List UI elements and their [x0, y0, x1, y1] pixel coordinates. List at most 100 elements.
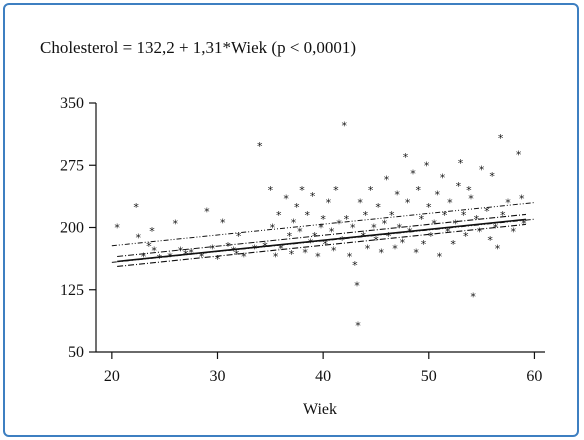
data-point: *: [368, 184, 374, 197]
data-point: *: [365, 242, 371, 255]
data-point: *: [511, 226, 517, 239]
y-tick-label: 350: [60, 95, 84, 112]
data-point: *: [450, 238, 456, 251]
data-point: *: [283, 192, 289, 205]
data-point: *: [270, 222, 276, 235]
chart-title: Cholesterol = 132,2 + 1,31*Wiek (p < 0,0…: [40, 38, 356, 57]
data-point: *: [114, 222, 120, 235]
data-point: *: [339, 234, 345, 247]
data-point: *: [426, 201, 432, 214]
data-point: *: [354, 280, 360, 293]
data-point: *: [375, 201, 381, 214]
data-point: *: [495, 242, 501, 255]
data-point: *: [336, 217, 342, 230]
data-point: *: [386, 230, 392, 243]
data-point: *: [493, 222, 499, 235]
data-point: *: [445, 226, 451, 239]
data-point: *: [276, 209, 282, 222]
data-point: *: [178, 245, 184, 258]
data-point: *: [305, 209, 311, 222]
x-tick-label: 60: [526, 368, 542, 385]
data-point: *: [461, 209, 467, 222]
data-point: *: [299, 184, 305, 197]
data-point: *: [516, 148, 522, 161]
prediction-lower-line: [111, 218, 535, 263]
data-point: *: [421, 238, 427, 251]
data-point: *: [357, 197, 363, 210]
data-point: *: [447, 197, 453, 210]
data-point: *: [236, 230, 242, 243]
data-point: *: [489, 170, 495, 183]
data-point: *: [146, 240, 152, 253]
axis-ticks: 50 125 200 275 350 20 30 40 50 60: [60, 95, 542, 385]
data-point: *: [350, 222, 356, 235]
data-point: *: [434, 188, 440, 201]
data-point: *: [225, 240, 231, 253]
data-point: *: [133, 201, 139, 214]
data-point: *: [209, 242, 215, 255]
data-point: *: [373, 234, 379, 247]
data-point: *: [456, 180, 462, 193]
data-point: *: [474, 213, 480, 226]
data-point: *: [484, 205, 490, 218]
data-point: *: [329, 226, 335, 239]
data-point: *: [291, 217, 297, 230]
data-point: *: [424, 159, 430, 172]
data-point: *: [172, 217, 178, 230]
data-point: *: [415, 184, 421, 197]
x-axis-label: Wiek: [303, 401, 337, 418]
data-point: *: [241, 251, 247, 264]
data-point: *: [500, 209, 506, 222]
data-point: *: [505, 197, 511, 210]
data-point: *: [347, 251, 353, 264]
x-tick-label: 30: [209, 368, 225, 385]
data-point: *: [297, 226, 303, 239]
data-point: *: [310, 190, 316, 203]
data-point: *: [470, 290, 476, 303]
chart-frame: [3, 3, 579, 437]
data-point: *: [257, 140, 263, 153]
data-point: *: [331, 245, 337, 258]
data-point: *: [136, 231, 142, 244]
data-point: *: [326, 197, 332, 210]
data-point: *: [234, 248, 240, 261]
data-point: *: [413, 246, 419, 259]
data-point: *: [419, 213, 425, 226]
data-point: *: [352, 259, 358, 272]
data-point: *: [151, 245, 157, 258]
data-point: *: [183, 248, 189, 261]
data-point: *: [361, 230, 367, 243]
data-point: *: [204, 206, 210, 219]
data-point: *: [498, 132, 504, 145]
data-point: *: [394, 188, 400, 201]
data-point: *: [396, 222, 402, 235]
confidence-lower-line: [117, 223, 527, 268]
data-point: *: [355, 319, 361, 332]
x-tick-label: 50: [421, 368, 437, 385]
data-point: *: [384, 173, 390, 186]
data-point: *: [342, 119, 348, 132]
data-point: *: [188, 246, 194, 259]
data-point: *: [479, 163, 485, 176]
data-point: *: [400, 236, 406, 249]
data-point: *: [487, 234, 493, 247]
data-point: *: [410, 168, 416, 181]
data-point: *: [363, 209, 369, 222]
data-point: *: [389, 209, 395, 222]
y-tick-label: 50: [68, 344, 84, 361]
data-point: *: [405, 197, 411, 210]
data-point: *: [308, 236, 314, 249]
data-point: *: [318, 222, 324, 235]
x-tick-label: 40: [315, 368, 331, 385]
data-point: *: [333, 184, 339, 197]
data-point: *: [320, 213, 326, 226]
data-point: *: [442, 209, 448, 222]
data-point: *: [382, 217, 388, 230]
data-point: *: [262, 240, 268, 253]
data-point: *: [371, 222, 377, 235]
data-point: *: [466, 184, 472, 197]
data-point: *: [392, 242, 398, 255]
data-point: *: [315, 251, 321, 264]
data-point: *: [477, 226, 483, 239]
y-tick-label: 125: [60, 282, 84, 299]
